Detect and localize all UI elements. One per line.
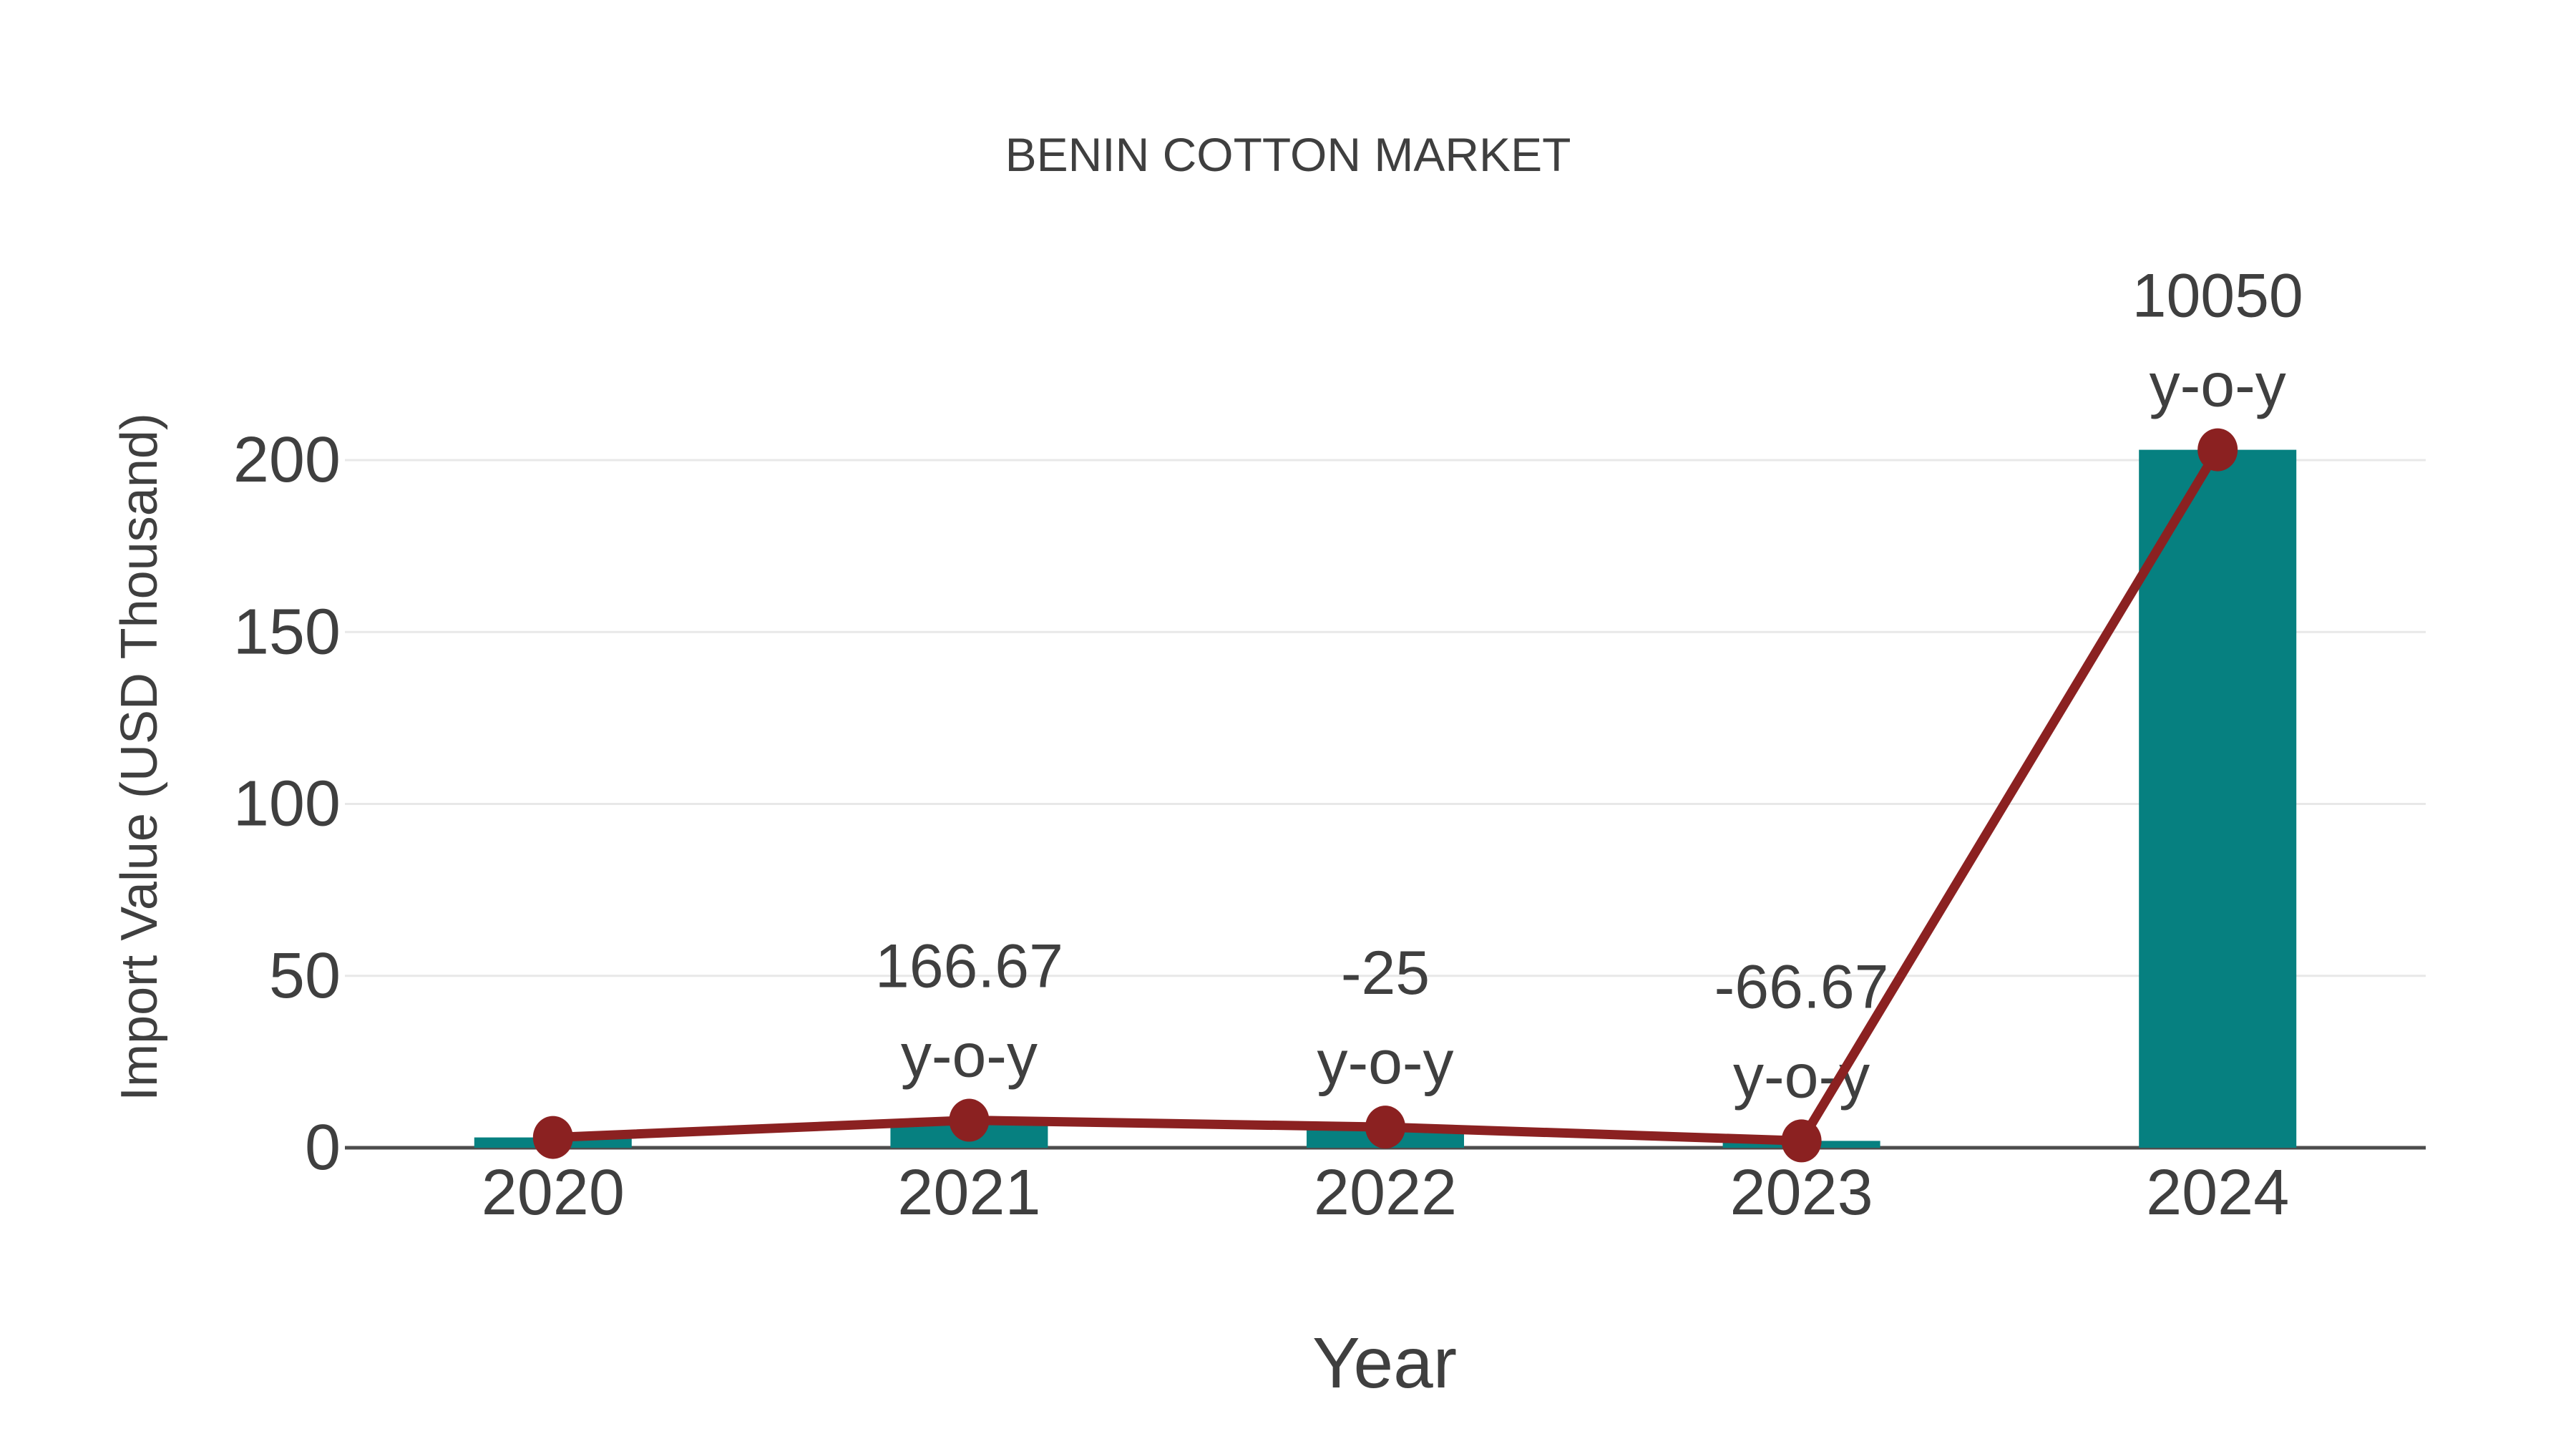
x-tick-label-2020: 2020: [482, 1157, 625, 1229]
y-tick-labels-layer: 0 50 100 150 200: [233, 424, 341, 1184]
annotation-value-2021: 166.67: [875, 932, 1063, 1001]
x-tick-label-2023: 2023: [1729, 1157, 1873, 1229]
annotation-value-2022: -25: [1341, 939, 1430, 1008]
marker-2024: [2197, 428, 2238, 472]
annotation-label-2024: y-o-y: [2150, 351, 2286, 420]
annotation-label-2021: y-o-y: [901, 1022, 1038, 1091]
markers-layer: [532, 428, 2238, 1163]
marker-2020: [532, 1116, 573, 1159]
x-tick-labels-layer: 2020 2021 2022 2023 2024: [482, 1157, 2290, 1229]
y-tick-label-0: 0: [305, 1112, 341, 1184]
y-tick-label-50: 50: [269, 940, 341, 1012]
bar-2024: [2139, 449, 2297, 1148]
annotation-label-2022: y-o-y: [1317, 1028, 1453, 1097]
marker-2021: [949, 1098, 990, 1142]
annotations-layer: 166.67 y-o-y -25 y-o-y -66.67 y-o-y 10050 y-o-y: [875, 262, 2303, 1111]
y-tick-label-100: 100: [233, 769, 341, 840]
annotation-label-2023: y-o-y: [1733, 1042, 1870, 1111]
marker-2022: [1365, 1106, 1405, 1149]
gridlines-layer: [345, 459, 2426, 977]
annotation-value-2024: 10050: [2132, 262, 2303, 331]
chart-title: BENIN COTTON MARKET: [1005, 128, 1571, 181]
x-tick-label-2022: 2022: [1314, 1157, 1457, 1229]
y-tick-label-200: 200: [233, 424, 341, 496]
y-axis-title: Import Value (USD Thousand): [111, 413, 168, 1101]
annotation-value-2023: -66.67: [1714, 952, 1889, 1021]
marker-2023: [1781, 1119, 1822, 1163]
x-axis-title: Year: [1312, 1323, 1457, 1403]
y-tick-label-150: 150: [233, 596, 341, 668]
x-tick-label-2021: 2021: [897, 1157, 1040, 1229]
x-tick-label-2024: 2024: [2146, 1157, 2289, 1229]
